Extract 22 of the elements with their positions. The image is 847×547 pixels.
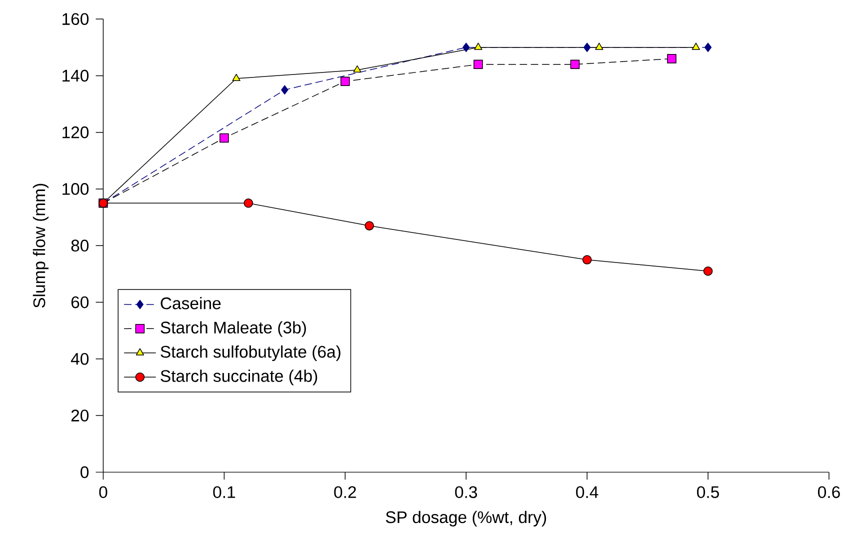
- x-tick-label: 0.5: [697, 486, 719, 498]
- y-tick-label: 20: [71, 409, 89, 422]
- y-tick-label: 40: [70, 352, 89, 365]
- y-tick-label: 60: [71, 296, 89, 308]
- x-tick-label: 0.3: [455, 486, 478, 498]
- x-axis-title: SP dosage (%wt, dry): [386, 510, 546, 526]
- y-tick-label: 80: [71, 240, 89, 252]
- x-tick-label: 0.2: [334, 486, 356, 498]
- x-tick-label: 0.4: [576, 486, 598, 498]
- y-tick-label: 0: [80, 466, 89, 478]
- y-tick-label: 160: [62, 12, 89, 25]
- y-axis-title: Slump flow (mm): [32, 184, 49, 308]
- x-tick-label: 0.6: [818, 486, 840, 498]
- x-tick-label: 0.1: [213, 486, 236, 498]
- legend-label: Starch sulfobutylate (6a): [160, 345, 340, 361]
- y-tick-label: 100: [62, 182, 89, 195]
- legend-label: Starch Maleate (3b): [160, 321, 306, 337]
- x-tick-label: 0: [99, 486, 108, 498]
- legend-label: Starch succinate (4b): [160, 369, 318, 386]
- legend-label: Caseine: [160, 296, 221, 310]
- y-tick-label: 140: [62, 70, 89, 82]
- y-tick-label: 120: [62, 126, 89, 138]
